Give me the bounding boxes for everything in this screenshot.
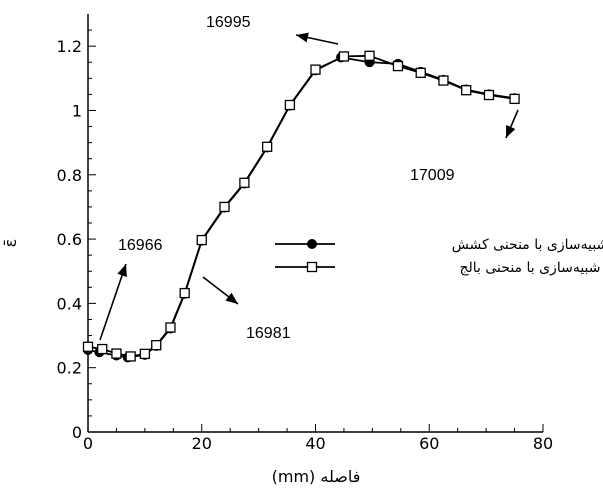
data-point-square [111, 348, 122, 359]
data-point-square [239, 177, 250, 188]
y-axis-title: ε̄ [1, 239, 20, 248]
annotation-label: 16966 [118, 237, 163, 254]
annotations: 16966 16981 16995 17009 [99, 14, 519, 342]
ticks: 0 20 40 60 80 0 0.2 0.4 0.6 0.8 1 1.2 [57, 29, 553, 453]
annotation-arrow-head [117, 264, 127, 277]
x-tick-label: 60 [419, 434, 439, 453]
data-point-square [165, 322, 176, 333]
data-point-square [461, 85, 472, 96]
y-tick-label: 0.6 [57, 230, 82, 249]
legend-marker-circle [307, 239, 317, 249]
legend-marker-square [306, 261, 318, 273]
data-point-square [139, 348, 151, 360]
data-point-square [196, 234, 207, 246]
data-point-square [219, 201, 230, 213]
data-point-square [125, 351, 136, 362]
data-point-square [509, 93, 520, 105]
y-tick-label: 0.4 [57, 294, 82, 313]
annotation-label: 16995 [206, 14, 251, 31]
data-point-square [284, 99, 296, 111]
x-tick-label: 80 [533, 434, 553, 453]
data-point-square [82, 341, 94, 352]
legend-label: شبیه‌سازی با منحنی بالج [459, 260, 600, 276]
x-tick-label: 40 [305, 434, 325, 453]
annotation-arrow-shaft [99, 263, 127, 341]
data-point-square [179, 287, 190, 299]
y-tick-label: 0 [72, 423, 82, 442]
x-tick-label: 0 [83, 434, 93, 453]
x-axis-title: (mm) فاصله [272, 467, 361, 486]
data-point-square [483, 89, 495, 101]
annotation-arrow-head [506, 125, 516, 138]
annotation-arrow-head [225, 292, 238, 304]
data-point-square [151, 340, 162, 351]
data-point-square [310, 64, 321, 75]
axes [87, 14, 543, 433]
series-layer [82, 50, 520, 363]
series-line-2 [87, 54, 515, 358]
legend: شبیه‌سازی با منحنی کشش شبیه‌سازی با منحنی… [275, 237, 603, 276]
annotation-arrow-head [296, 32, 309, 43]
data-point-square [392, 60, 404, 72]
data-point-square [364, 50, 375, 61]
annotation-label: 16981 [246, 325, 291, 342]
y-tick-label: 1.2 [57, 37, 82, 56]
data-point-square [97, 343, 108, 355]
data-point-square [262, 141, 273, 152]
annotation-label: 17009 [410, 167, 455, 184]
y-tick-label: 0.2 [57, 359, 82, 378]
data-point-square [338, 51, 350, 62]
y-tick-label: 1 [72, 101, 82, 120]
y-tick-label: 0.8 [57, 166, 82, 185]
x-tick-label: 20 [192, 434, 212, 453]
data-point-square [438, 75, 449, 86]
legend-label: شبیه‌سازی با منحنی کشش [452, 237, 603, 253]
series-line-1 [87, 56, 515, 359]
data-point-square [415, 67, 426, 78]
